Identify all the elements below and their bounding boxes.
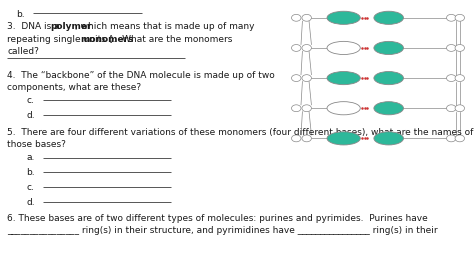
Text: b.: b.	[26, 168, 35, 177]
Ellipse shape	[447, 135, 456, 142]
Ellipse shape	[327, 11, 360, 24]
Ellipse shape	[327, 72, 360, 85]
Text: ________________ ring(s) in their structure, and pyrimidines have ______________: ________________ ring(s) in their struct…	[7, 226, 438, 235]
Text: those bases?: those bases?	[7, 140, 66, 149]
Ellipse shape	[327, 102, 360, 115]
Ellipse shape	[302, 75, 311, 82]
Text: d.: d.	[26, 198, 35, 207]
Text: a.: a.	[26, 153, 35, 162]
Ellipse shape	[455, 14, 465, 21]
Ellipse shape	[292, 105, 301, 112]
Ellipse shape	[292, 44, 301, 52]
Text: 3.  DNA is a: 3. DNA is a	[7, 22, 63, 31]
Text: polymer: polymer	[51, 22, 92, 31]
Text: called?: called?	[7, 47, 39, 56]
Ellipse shape	[447, 14, 456, 21]
Text: ).  What are the monomers: ). What are the monomers	[110, 35, 232, 44]
Ellipse shape	[374, 11, 403, 24]
Ellipse shape	[374, 132, 403, 145]
Text: components, what are these?: components, what are these?	[7, 83, 141, 92]
Text: d.: d.	[26, 111, 35, 120]
Ellipse shape	[302, 135, 311, 142]
Ellipse shape	[302, 14, 311, 21]
Ellipse shape	[292, 75, 301, 82]
Ellipse shape	[374, 41, 403, 55]
Text: monomers: monomers	[81, 35, 134, 44]
Ellipse shape	[327, 132, 360, 145]
Ellipse shape	[302, 44, 311, 52]
Ellipse shape	[302, 105, 311, 112]
Ellipse shape	[455, 105, 465, 112]
Text: 6. These bases are of two different types of molecules: purines and pyrimides.  : 6. These bases are of two different type…	[7, 214, 428, 223]
Ellipse shape	[455, 44, 465, 52]
Text: b.: b.	[17, 10, 25, 19]
Ellipse shape	[447, 105, 456, 112]
Ellipse shape	[374, 72, 403, 85]
Ellipse shape	[447, 44, 456, 52]
Text: repeating single units (: repeating single units (	[7, 35, 112, 44]
Ellipse shape	[292, 135, 301, 142]
Ellipse shape	[455, 75, 465, 82]
Text: c.: c.	[26, 96, 34, 105]
Ellipse shape	[292, 14, 301, 21]
Text: 4.  The “backbone” of the DNA molecule is made up of two: 4. The “backbone” of the DNA molecule is…	[7, 71, 275, 80]
Ellipse shape	[327, 41, 360, 55]
Text: c.: c.	[26, 183, 34, 192]
Text: 5.  There are four different variations of these monomers (four different bases): 5. There are four different variations o…	[7, 128, 474, 137]
Ellipse shape	[447, 75, 456, 82]
Ellipse shape	[374, 102, 403, 115]
Text: , which means that is made up of many: , which means that is made up of many	[75, 22, 255, 31]
Ellipse shape	[455, 135, 465, 142]
